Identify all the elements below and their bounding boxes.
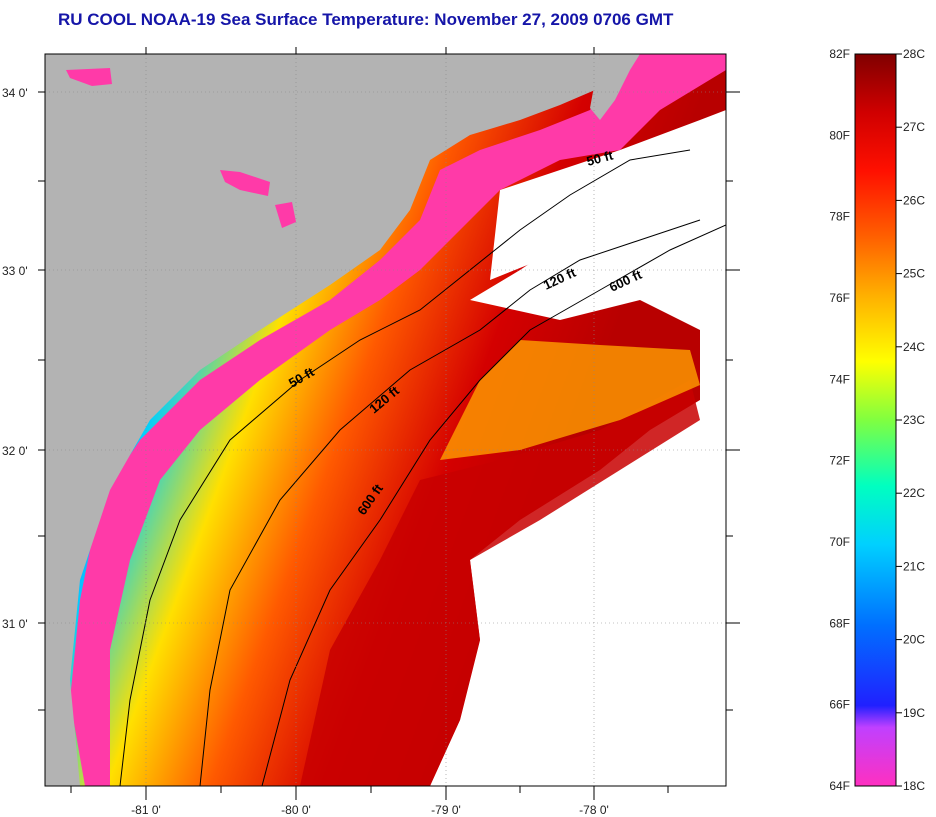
no-data-area-north xyxy=(490,110,726,280)
lat-label: 34 0' xyxy=(2,86,28,100)
no-data-area xyxy=(430,150,726,786)
legend-celsius-label: 18C xyxy=(903,779,925,793)
legend-fahrenheit-label: 80F xyxy=(829,128,850,142)
legend-celsius-label: 27C xyxy=(903,120,925,134)
legend-fahrenheit-label: 68F xyxy=(829,616,850,630)
legend-celsius-label: 22C xyxy=(903,486,925,500)
inland-blob xyxy=(66,68,112,86)
nearshore-band xyxy=(70,54,726,786)
inland-blob xyxy=(220,170,270,196)
legend-celsius-label: 23C xyxy=(903,413,925,427)
legend-fahrenheit-label: 64F xyxy=(829,779,850,793)
land-mass xyxy=(45,54,600,786)
lat-label: 32 0' xyxy=(2,444,28,458)
legend-fahrenheit-label: 76F xyxy=(829,291,850,305)
legend-fahrenheit-label: 78F xyxy=(829,210,850,224)
inland-blob xyxy=(275,202,296,228)
legend-celsius-label: 25C xyxy=(903,267,925,281)
axis-ticks xyxy=(38,47,740,800)
gulf-stream-core xyxy=(300,380,700,786)
land-mass-north xyxy=(590,54,640,120)
map-frame xyxy=(44,53,727,787)
lon-label: -79 0' xyxy=(431,803,461,817)
legend-fahrenheit-label: 66F xyxy=(829,698,850,712)
legend-colorbar xyxy=(854,53,897,787)
map-title: RU COOL NOAA-19 Sea Surface Temperature:… xyxy=(58,10,674,29)
contour-120ft xyxy=(199,219,701,786)
contour-600ft xyxy=(261,224,726,786)
legend-celsius-label: 26C xyxy=(903,193,925,207)
legend-celsius-label: 21C xyxy=(903,559,925,573)
lon-label: -78 0' xyxy=(579,803,609,817)
lon-label: -80 0' xyxy=(281,803,311,817)
contour-label: 50 ft xyxy=(585,147,615,169)
lat-label: 31 0' xyxy=(2,617,28,631)
legend-fahrenheit-label: 72F xyxy=(829,454,850,468)
legend-celsius-label: 28C xyxy=(903,47,925,61)
legend-celsius-label: 24C xyxy=(903,340,925,354)
lat-label: 33 0' xyxy=(2,264,28,278)
legend-fahrenheit-label: 70F xyxy=(829,535,850,549)
legend-celsius-label: 19C xyxy=(903,706,925,720)
legend-fahrenheit-label: 74F xyxy=(829,372,850,386)
grid xyxy=(45,54,726,786)
legend-celsius-label: 20C xyxy=(903,633,925,647)
warm-band xyxy=(440,340,700,460)
legend-fahrenheit-label: 82F xyxy=(829,47,850,61)
lon-label: -81 0' xyxy=(131,803,161,817)
contour-50ft xyxy=(119,149,691,786)
